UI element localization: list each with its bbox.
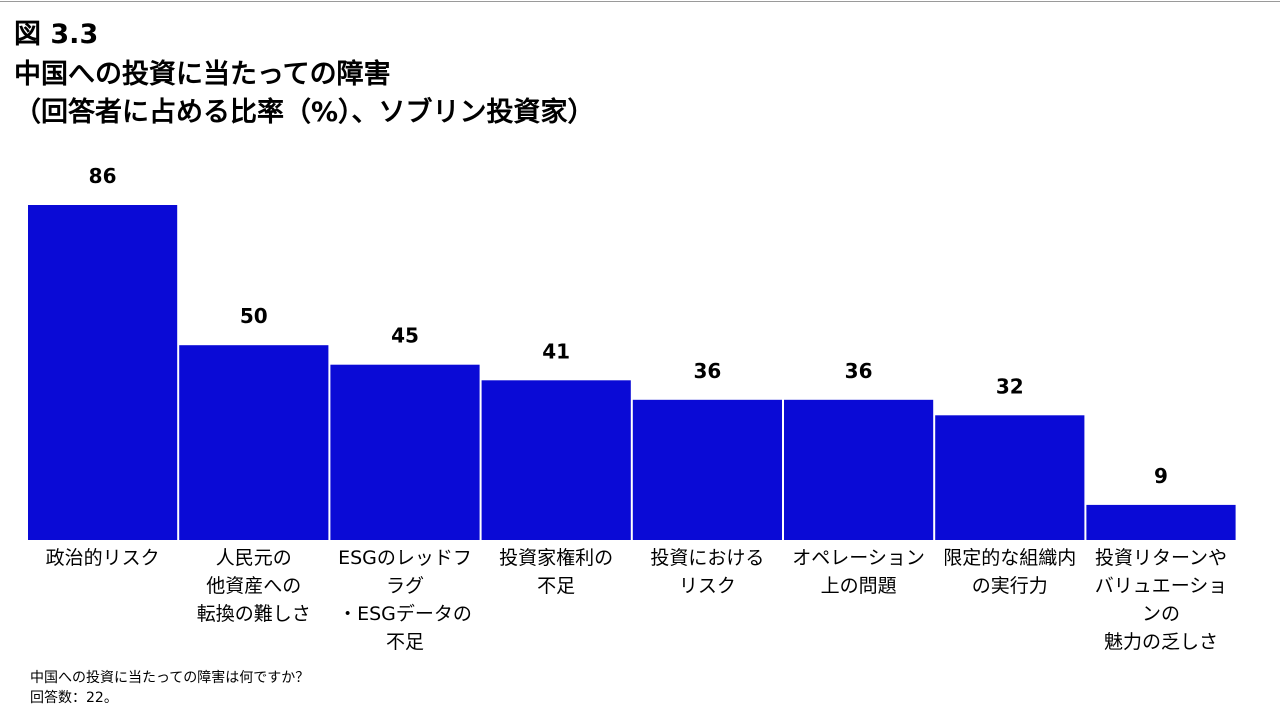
data-label-4: 36 — [693, 359, 721, 383]
category-label-7: 投資リターンや バリュエーションの 魅力の乏しさ — [1094, 547, 1228, 653]
category-label-1: 人民元の 他資産への 転換の難しさ — [196, 547, 311, 625]
top-rule — [0, 1, 1280, 2]
data-label-1: 50 — [240, 304, 268, 328]
category-label-2: ESGのレッドフラグ ・ESGデータの 不足 — [338, 547, 472, 653]
category-label-6: 限定的な組織内 の実行力 — [943, 547, 1077, 597]
footnote: 中国への投資に当たっての障害は何ですか？ 回答数：22。 — [30, 668, 309, 708]
data-label-5: 36 — [845, 359, 873, 383]
footnote-respondents: 回答数：22。 — [30, 690, 118, 706]
chart-title: 中国への投資に当たっての障害 （回答者に占める比率（%）、ソブリン投資家） — [14, 56, 595, 132]
bar-2 — [330, 364, 480, 540]
bar-1 — [179, 345, 329, 540]
figure-label: 図 3.3 — [14, 19, 99, 50]
bar-4 — [632, 399, 782, 540]
data-label-7: 9 — [1154, 464, 1168, 488]
data-label-0: 86 — [89, 164, 117, 188]
category-label-4: 投資における リスク — [650, 547, 765, 597]
chart-title-line-1: 中国への投資に当たっての障害 — [14, 59, 391, 90]
category-label-5: オペレーション 上の問題 — [792, 547, 925, 597]
bar-0 — [28, 205, 178, 540]
bar-3 — [481, 380, 631, 540]
data-label-2: 45 — [391, 324, 419, 348]
category-label-0: 政治的リスク — [45, 547, 160, 569]
bar-7 — [1086, 504, 1236, 540]
footnote-question: 中国への投資に当たっての障害は何ですか？ — [30, 670, 310, 686]
bar-5 — [784, 399, 934, 540]
chart-title-line-2: （回答者に占める比率（%）、ソブリン投資家） — [14, 97, 595, 128]
category-label-3: 投資家権利の 不足 — [499, 547, 614, 597]
data-label-6: 32 — [996, 374, 1024, 398]
data-label-3: 41 — [542, 339, 570, 363]
bar-6 — [935, 415, 1085, 540]
